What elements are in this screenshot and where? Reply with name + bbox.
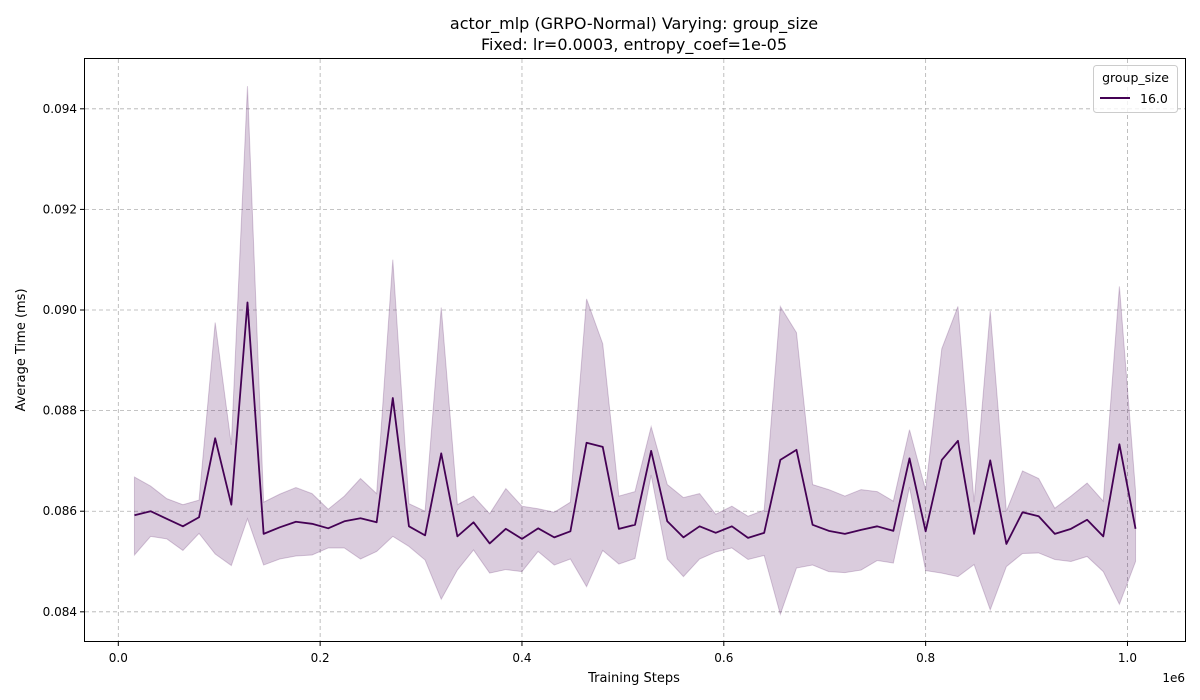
x-tick-label: 0.0	[109, 651, 128, 665]
grid-lines	[85, 59, 1185, 641]
series-line	[134, 301, 1137, 545]
y-axis-label: Average Time (ms)	[14, 288, 29, 411]
x-tick-label: 0.8	[916, 651, 935, 665]
legend: group_size 16.0	[1093, 65, 1178, 113]
legend-box	[1093, 65, 1178, 113]
x-axis-label: Training Steps	[587, 671, 680, 686]
y-tick-label: 0.092	[43, 202, 77, 216]
legend-entry-label: 16.0	[1140, 91, 1168, 106]
x-tick-label: 1.0	[1118, 651, 1137, 665]
x-tick-label: 0.2	[311, 651, 330, 665]
chart-subtitle: Fixed: lr=0.0003, entropy_coef=1e-05	[481, 35, 787, 55]
plot-frame	[84, 58, 1186, 642]
series-lines	[134, 301, 1137, 545]
chart-title: actor_mlp (GRPO-Normal) Varying: group_s…	[450, 14, 818, 34]
x-tick-label: 0.6	[714, 651, 733, 665]
y-tick-label: 0.094	[43, 102, 77, 116]
y-tick-label: 0.086	[43, 504, 77, 518]
x-axis-offset-label: 1e6	[1162, 671, 1185, 685]
y-axis-ticks: 0.084 0.086 0.088 0.090 0.092 0.094	[43, 102, 84, 619]
series-band	[133, 86, 1137, 617]
x-tick-label: 0.4	[512, 651, 531, 665]
x-axis-ticks: 0.0 0.2 0.4 0.6 0.8 1.0	[109, 642, 1137, 665]
y-tick-label: 0.090	[43, 303, 77, 317]
legend-title: group_size	[1102, 70, 1169, 85]
y-tick-label: 0.084	[43, 605, 77, 619]
y-tick-label: 0.088	[43, 404, 77, 418]
confidence-band	[133, 86, 1137, 617]
